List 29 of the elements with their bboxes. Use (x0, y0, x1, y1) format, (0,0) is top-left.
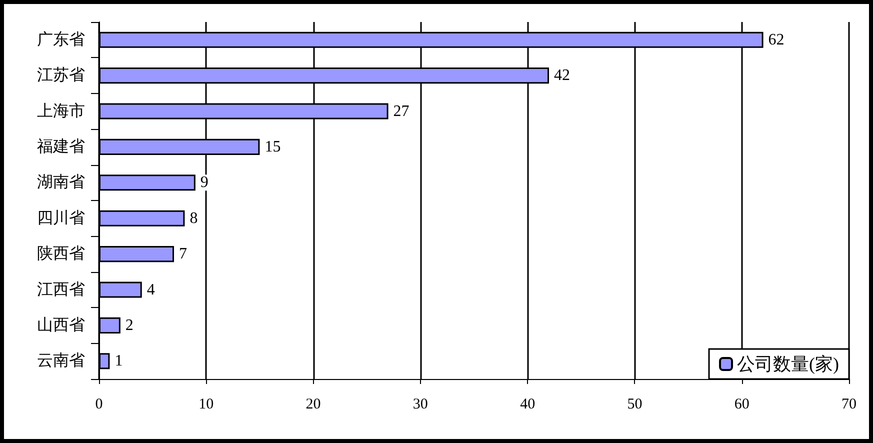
data-label: 27 (393, 102, 410, 120)
data-label: 42 (554, 67, 570, 84)
y-tick-label: 江西省 (37, 280, 85, 298)
y-tick-label: 上海市 (37, 102, 85, 120)
y-tick-label: 云南省 (37, 352, 85, 370)
data-label: 8 (190, 210, 198, 227)
data-label: 62 (768, 31, 784, 48)
y-tick-label: 山西省 (37, 316, 85, 334)
data-label: 15 (264, 138, 281, 156)
y-tick-label: 福建省 (37, 137, 85, 156)
data-label: 4 (146, 281, 155, 298)
legend-label: 公司数量(家) (737, 354, 840, 374)
x-tick-label: 10 (198, 396, 214, 412)
x-tick-label: 50 (627, 396, 642, 412)
y-tick-label: 湖南省 (37, 173, 85, 192)
data-label: 7 (179, 246, 187, 263)
y-tick-label: 陕西省 (37, 244, 85, 263)
x-tick-label: 0 (95, 396, 103, 412)
data-label: 9 (200, 174, 208, 192)
y-tick-label: 四川省 (37, 208, 85, 227)
x-tick-label: 60 (734, 396, 750, 412)
x-tick-label: 30 (412, 396, 428, 412)
data-label: 2 (125, 316, 134, 334)
y-tick-label: 广东省 (37, 30, 85, 48)
x-tick-label: 40 (520, 396, 536, 412)
x-tick-label: 70 (842, 396, 856, 412)
x-tick-label: 20 (306, 396, 321, 412)
data-label: 1 (114, 352, 123, 370)
y-tick-label: 江苏省 (37, 66, 85, 84)
